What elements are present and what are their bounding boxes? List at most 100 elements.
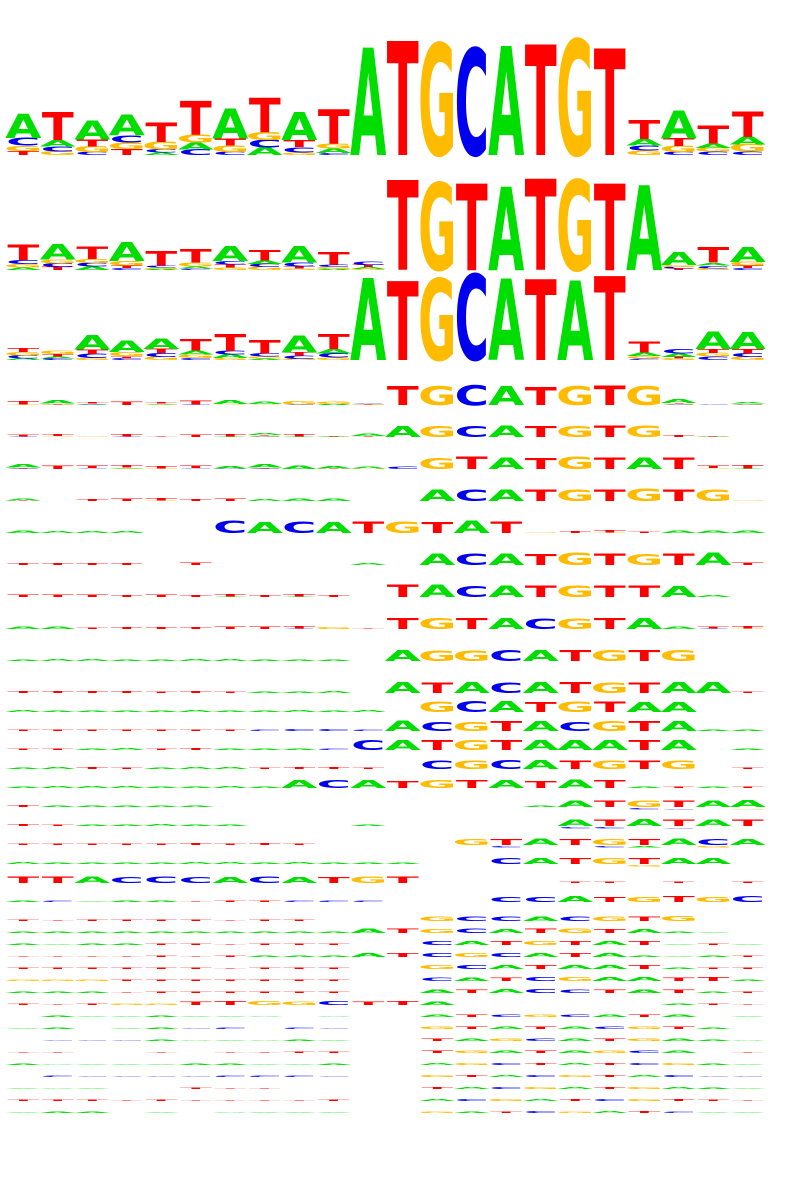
motif-2-flank-letter-G: G — [315, 357, 353, 361]
motif-23-core-letter-T: T — [663, 895, 695, 904]
motif-4-flank-letter-G: G — [246, 436, 284, 437]
motif-16-core-letter-T: T — [559, 759, 591, 772]
motif-1-flank-letter-C: C — [696, 265, 730, 270]
motif-15-core-letter-A: A — [592, 738, 629, 753]
motif-2-flank-letter-T: T — [76, 348, 108, 355]
motif-14-core-letter-C: C — [420, 719, 454, 734]
motif-19-flank-letter-A: A — [74, 824, 111, 826]
motif-1-flank-letter-G: G — [660, 265, 698, 268]
motif-1-flank-letter-A: A — [109, 237, 146, 267]
motif-15-flank-letter-T: T — [42, 748, 74, 750]
motif-40-flank-letter-A: A — [143, 1112, 180, 1113]
motif-4-flank-letter-G: G — [73, 436, 111, 437]
motif-0-flank-letter-G: G — [211, 144, 249, 154]
motif-3-flank-letter-C: C — [75, 403, 109, 404]
motif-11-core-letter-A: A — [523, 648, 559, 665]
motif-14-flank-letter-T: T — [145, 729, 178, 731]
motif-33-core-letter-A: A — [557, 1026, 594, 1030]
motif-39-core-letter-T: T — [663, 1099, 695, 1102]
motif-29-flank-letter-G: G — [39, 979, 77, 981]
motif-3-flank-letter-C: C — [351, 403, 385, 404]
motif-18-flank-letter-A: A — [109, 805, 146, 807]
motif-21-flank-letter-A: A — [109, 863, 146, 865]
motif-4-flank-letter-C: C — [248, 435, 282, 436]
motif-19-residual-letter-C: C — [593, 827, 627, 829]
motif-10-flank-letter-T: T — [352, 628, 385, 629]
motif-32-core-letter-A: A — [661, 1014, 698, 1018]
motif-2-flank-letter-T: T — [145, 347, 177, 354]
motif-6-flank-letter-A: A — [247, 499, 284, 502]
motif-0-flank-letter-G: G — [280, 152, 318, 156]
motif-27-flank-letter-T: T — [145, 955, 178, 957]
motif-19-flank-letter-T: T — [7, 824, 39, 827]
motif-2-flank-letter-A: A — [143, 336, 179, 353]
motif-5-flank-letter-A: A — [316, 465, 353, 469]
motif-8-core-letter-T: T — [525, 551, 557, 568]
motif-3-core-letter-G: G — [556, 381, 594, 411]
motif-4-flank-letter-A: A — [281, 436, 318, 437]
motif-23-flank-letter-C: C — [282, 901, 316, 903]
motif-23-flank-letter-A: A — [74, 901, 111, 902]
motif-1-flank-letter-A: A — [316, 268, 353, 270]
motif-20-core-letter-G: G — [591, 838, 629, 847]
motif-17-flank-letter-A: A — [40, 786, 77, 789]
motif-2-flank-letter-C: C — [213, 350, 247, 356]
motif-29-flank-letter-T: T — [111, 979, 144, 981]
motif-21-core-letter-C: C — [489, 856, 523, 866]
motif-21-flank-letter-A: A — [40, 863, 77, 865]
motif-34-core-letter-G: G — [625, 1038, 663, 1042]
motif-9-flank-letter-T: T — [42, 594, 74, 598]
motif-14-core-letter-G: G — [453, 719, 491, 734]
motif-4-flank-letter-T: T — [111, 433, 143, 437]
motif-20-core-letter-C: C — [696, 838, 730, 847]
motif-4-core-letter-T: T — [525, 423, 557, 440]
motif-38-flank-letter-A: A — [5, 1088, 42, 1089]
motif-14-core-letter-G: G — [591, 719, 629, 735]
motif-9-core-letter-A: A — [488, 583, 524, 601]
motif-37-flank-letter-C: C — [75, 1076, 109, 1077]
motif-5-flank-letter-C: C — [75, 468, 109, 469]
motif-39-flank-letter-T: T — [7, 1100, 40, 1102]
motif-2-flank-letter-T: T — [663, 356, 695, 359]
motif-1-flank-letter-G: G — [694, 268, 732, 271]
motif-38-core-letter-T: T — [421, 1087, 453, 1090]
motif-24-flank-letter-T: T — [214, 920, 247, 921]
motif-19-core-letter-T: T — [663, 818, 695, 828]
motif-20-flank-letter-T: T — [111, 844, 144, 846]
motif-12-core-letter-T: T — [559, 679, 591, 697]
motif-30-flank-letter-T: T — [180, 991, 213, 993]
motif-17-flank-letter-A: A — [109, 786, 146, 789]
motif-3-flank-letter-G: G — [142, 404, 180, 405]
motif-40-flank-letter-A: A — [316, 1112, 353, 1113]
motif-40-core-letter-G: G — [556, 1111, 594, 1113]
motif-0-flank-letter-A: A — [178, 140, 214, 151]
motif-7-core-letter-G: G — [384, 519, 422, 538]
motif-34-flank-letter-C: C — [110, 1040, 144, 1041]
motif-32-core-letter-C: C — [489, 1013, 523, 1017]
motif-20-core-letter-A: A — [730, 838, 766, 847]
motif-31-flank-letter-G: G — [108, 1004, 146, 1006]
motif-14-flank-letter-T: T — [76, 730, 109, 732]
motif-27-flank-letter-A: A — [281, 955, 318, 957]
motif-16-flank-letter-A: A — [143, 767, 180, 769]
motif-35-flank-letter-T: T — [318, 1052, 351, 1054]
motif-25-flank-letter-A: A — [695, 932, 732, 933]
motif-21-core-letter-T: T — [559, 857, 591, 866]
motif-25-flank-letter-A: A — [109, 932, 146, 933]
motif-0-flank-letter-C: C — [144, 149, 178, 154]
motif-18-flank-letter-A: A — [74, 805, 111, 807]
motif-15-core-letter-A: A — [523, 738, 560, 754]
motif-21-flank-letter-A: A — [281, 862, 318, 865]
motif-34-core-letter-T: T — [594, 1038, 626, 1042]
motif-28-flank-letter-T: T — [145, 968, 178, 970]
motif-17-core-letter-T: T — [387, 779, 419, 791]
motif-34-core-letter-G: G — [487, 1038, 525, 1042]
motif-3-flank-letter-A: A — [730, 402, 767, 403]
motif-36-core-letter-A: A — [557, 1063, 594, 1066]
motif-1-flank-letter-G: G — [108, 260, 146, 267]
motif-0-flank-letter-C: C — [75, 151, 109, 156]
motif-13-flank-letter-A: A — [247, 711, 284, 713]
motif-18-core-letter-T: T — [594, 799, 626, 809]
motif-13-flank-letter-A: A — [109, 710, 146, 712]
motif-4-flank-letter-T: T — [214, 433, 246, 437]
